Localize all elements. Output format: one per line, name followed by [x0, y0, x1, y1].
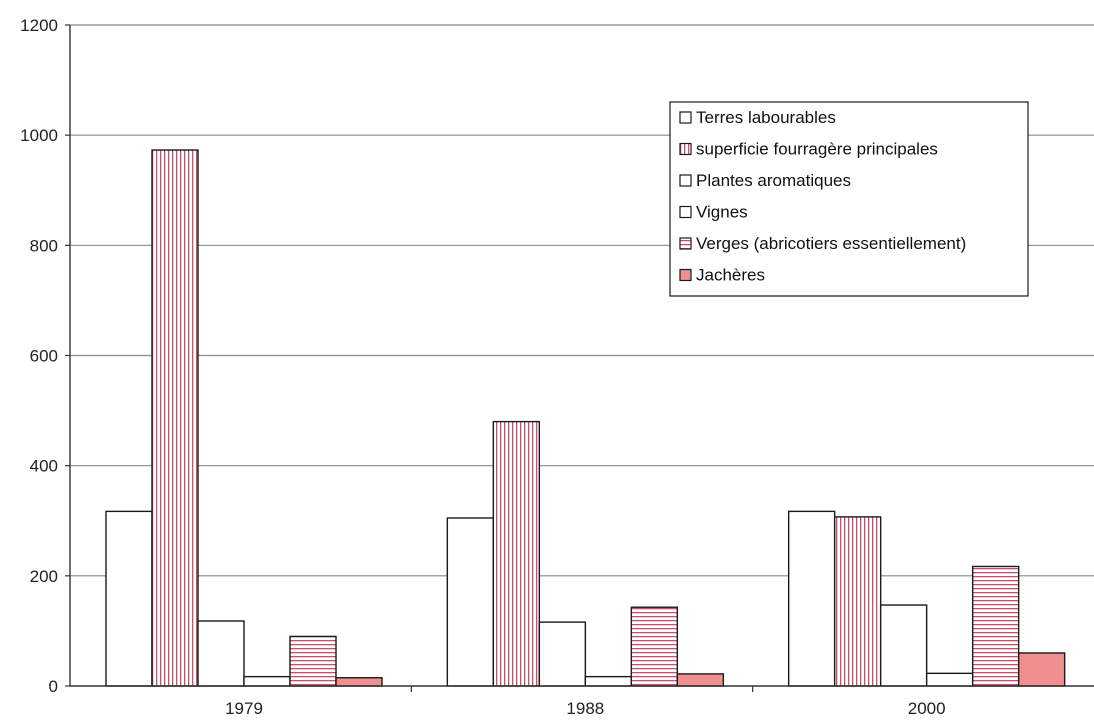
x-tick-label: 2000: [908, 699, 946, 718]
legend-label: Plantes aromatiques: [696, 171, 851, 190]
y-tick-label: 0: [49, 677, 58, 696]
bar: [584, 675, 633, 687]
bar: [787, 510, 836, 687]
bar: [243, 675, 291, 687]
y-tick-label: 1000: [20, 126, 58, 145]
legend-label: Jachères: [696, 266, 765, 285]
y-tick-label: 1200: [20, 16, 58, 35]
bar: [151, 149, 199, 687]
legend-swatch: [679, 174, 692, 187]
bar: [1017, 652, 1066, 687]
bar: [492, 420, 541, 687]
y-tick-label: 400: [30, 457, 58, 476]
bar: [971, 565, 1020, 687]
bar: [538, 621, 587, 687]
legend-label: Vignes: [696, 203, 748, 222]
bar: [925, 672, 974, 687]
legend-swatch: [679, 111, 692, 124]
legend-box: [669, 101, 1029, 297]
bar: [630, 606, 679, 687]
gridlines: [70, 24, 1094, 577]
legend-swatch: [679, 268, 692, 282]
bar: [335, 677, 383, 687]
legend-swatch: [679, 142, 692, 156]
bar: [676, 673, 725, 687]
x-tick-label: 1979: [225, 699, 263, 718]
bars: [105, 149, 1066, 687]
x-tick-label: 1988: [566, 699, 604, 718]
legend-swatch: [679, 205, 692, 219]
y-tick-label: 200: [30, 567, 58, 586]
bar: [289, 635, 337, 687]
bar: [197, 620, 245, 687]
legend: Terres labourables superficie fourragère …: [669, 101, 1029, 297]
y-tick-label: 600: [30, 347, 58, 366]
legend-swatch: [679, 237, 692, 250]
legend-label: Terres labourables: [696, 108, 836, 127]
legend-label: superficie fourragère principales: [696, 140, 938, 159]
bar: [833, 516, 882, 687]
axes: 0 200 400 600 800 1000 1200 1979 1988 2000: [20, 16, 1094, 718]
bar: [105, 510, 153, 687]
legend-label: Verges (abricotiers essentiellement): [696, 234, 966, 253]
bar: [446, 517, 495, 687]
bar: [879, 604, 928, 687]
y-tick-label: 800: [30, 236, 58, 255]
